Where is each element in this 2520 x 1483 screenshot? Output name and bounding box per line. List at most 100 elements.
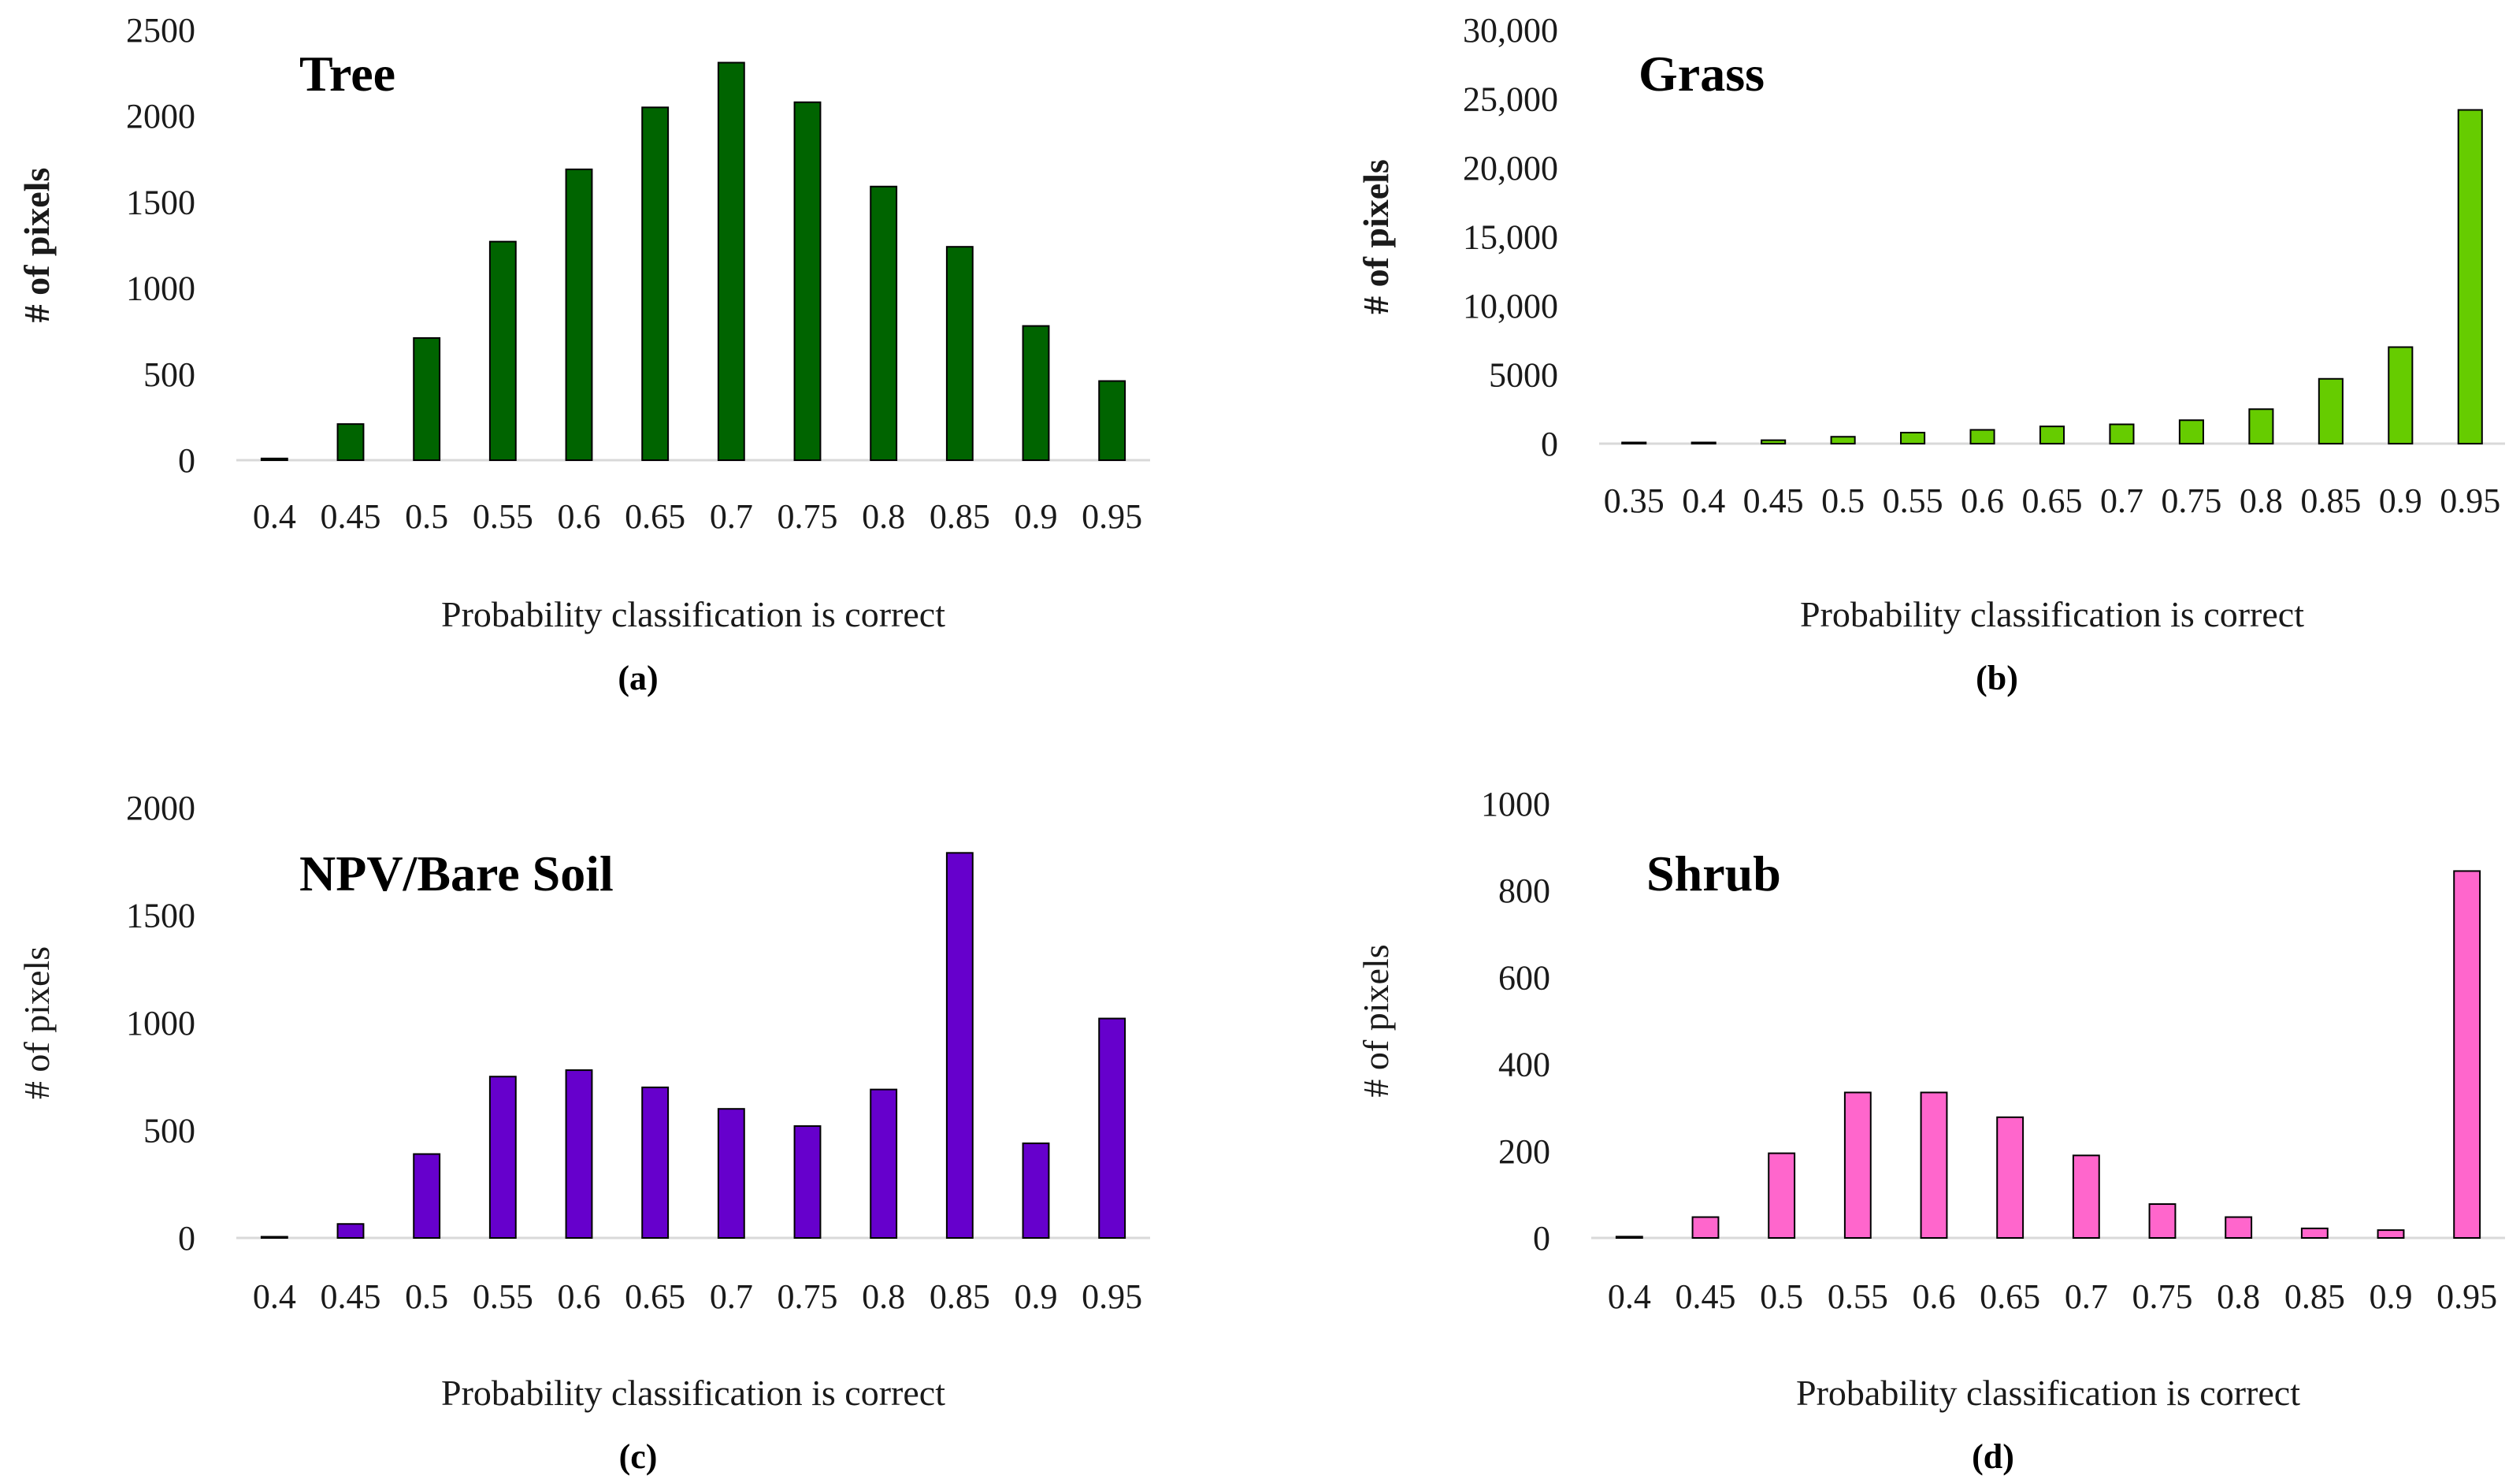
x-tick-label: 0.8 [2217,1277,2260,1316]
bar-0.5 [1768,1152,1796,1239]
y-tick-label: 0 [1533,1219,1550,1258]
y-tick-label: 10,000 [1463,287,1558,325]
x-tick-label: 0.95 [2436,1277,2497,1316]
x-tick-label: 0.55 [473,497,533,536]
bar-0.45 [1761,439,1787,444]
x-tick-label: 0.4 [1682,481,1725,520]
y-tick-label: 20,000 [1463,149,1558,188]
bar-0.6 [1969,429,1995,444]
y-axis-title: # of pixels [1356,159,1396,314]
y-tick-label: 1000 [126,1004,195,1043]
x-tick-label: 0.7 [710,1277,753,1316]
x-tick-label: 0.65 [2022,481,2083,520]
y-tick-label: 5000 [1489,356,1558,395]
bar-0.85 [2300,1227,2329,1239]
bar-0.65 [641,1086,670,1239]
x-tick-label: 0.95 [2440,481,2500,520]
bar-0.75 [793,101,822,461]
x-tick-label: 0.85 [2284,1277,2345,1316]
chart-title: Tree [299,46,395,102]
x-tick-label: 0.8 [862,497,905,536]
x-tick-label: 0.9 [1015,497,1058,536]
x-tick-label: 0.45 [1676,1277,1736,1316]
x-tick-label: 0.45 [1743,481,1804,520]
y-axis-title: # of pixels [17,946,57,1099]
x-axis-title: Probability classification is correct [1796,1373,2300,1413]
y-tick-label: 600 [1498,958,1550,997]
x-tick-label: 0.65 [625,1277,685,1316]
chart-svg-b: 0 5000 10,000 15,000 20,000 25,000 30,000 0.35 0… [1356,11,2505,697]
bar-0.85 [2318,377,2344,444]
bar-0.45 [336,1223,365,1240]
bar-0.55 [1900,432,1926,444]
x-tick-label: 0.5 [405,497,448,536]
panel-label: (d) [1972,1437,2014,1476]
x-tick-label: 0.6 [1913,1277,1956,1316]
x-tick-label: 0.75 [778,497,838,536]
y-tick-label: 500 [143,1112,195,1150]
x-tick-label: 0.95 [1082,1277,1142,1316]
bar-0.55 [488,240,517,461]
x-tick-label: 0.6 [558,497,601,536]
x-tick-label: 0.95 [1082,497,1142,536]
x-tick-label: 0.75 [778,1277,838,1316]
y-tick-label: 0 [178,441,195,480]
x-tick-label: 0.8 [862,1277,905,1316]
y-tick-label: 2500 [126,11,195,50]
x-axis-title: Probability classification is correct [441,594,945,634]
y-tick-label: 800 [1498,872,1550,910]
bar-0.9 [2377,1229,2405,1239]
bar-0.4 [260,1236,288,1239]
x-tick-label: 0.7 [2065,1277,2108,1316]
bar-0.75 [793,1125,822,1240]
y-tick-label: 0 [178,1219,195,1258]
bar-0.6 [1920,1091,1948,1240]
x-tick-label: 0.9 [1015,1277,1058,1316]
x-tick-label: 0.55 [1828,1277,1888,1316]
bar-0.4 [260,457,288,461]
y-tick-label: 1000 [126,269,195,308]
x-axis-title: Probability classification is correct [1800,594,2304,634]
x-tick-label: 0.35 [1604,481,1665,520]
chart-svg-c: 0 500 1000 1500 2000 0.4 0.45 0.5 0.55 0.6 0.65 0.7… [17,789,1150,1476]
x-tick-label: 0.85 [2300,481,2361,520]
bar-0.55 [1843,1091,1872,1240]
x-axis-title: Probability classification is correct [441,1373,945,1413]
chart-svg-a: 0 500 1000 1500 2000 2500 0.4 0.45 0.5 0.55 0.6 0.6… [17,11,1150,697]
x-tick-label: 0.65 [1980,1277,2040,1316]
bar-0.65 [641,106,670,461]
bar-0.6 [565,168,593,462]
x-tick-label: 0.9 [2370,1277,2413,1316]
bar-0.55 [488,1076,517,1239]
y-tick-label: 25,000 [1463,80,1558,119]
y-tick-label: 0 [1541,425,1558,463]
bar-0.9 [1022,1142,1050,1240]
x-tick-label: 0.7 [2100,481,2143,520]
y-tick-label: 500 [143,355,195,394]
chart-title: Shrub [1646,846,1781,901]
x-tick-label: 0.45 [321,1277,381,1316]
x-tick-label: 0.75 [2161,481,2221,520]
bar-0.35 [1621,441,1647,444]
chart-panel-b: 0 5000 10,000 15,000 20,000 25,000 30,000 0.35 0… [1339,0,2520,709]
bar-0.7 [2109,423,2135,444]
x-tick-label: 0.5 [1821,481,1865,520]
panel-label: (c) [619,1437,658,1476]
chart-title: Grass [1639,46,1765,102]
x-tick-label: 0.85 [930,497,990,536]
y-tick-label: 1500 [126,897,195,935]
bar-0.7 [2072,1154,2100,1239]
chart-panel-d: 0 200 400 600 800 1000 0.4 0.45 0.5 0.55 0.6 0.65 0.… [1339,756,2520,1483]
x-tick-label: 0.55 [473,1277,533,1316]
chart-title: NPV/Bare Soil [299,846,614,901]
bar-0.4 [1691,441,1716,444]
x-tick-label: 0.45 [321,497,381,536]
x-tick-label: 0.4 [253,497,296,536]
x-tick-label: 0.75 [2132,1277,2193,1316]
bar-0.45 [1691,1216,1720,1240]
y-axis-title: # of pixels [17,168,57,323]
x-tick-label: 0.4 [1608,1277,1651,1316]
bar-0.9 [1022,325,1050,462]
panel-label: (b) [1976,659,2018,697]
bar-0.65 [1996,1116,2025,1239]
